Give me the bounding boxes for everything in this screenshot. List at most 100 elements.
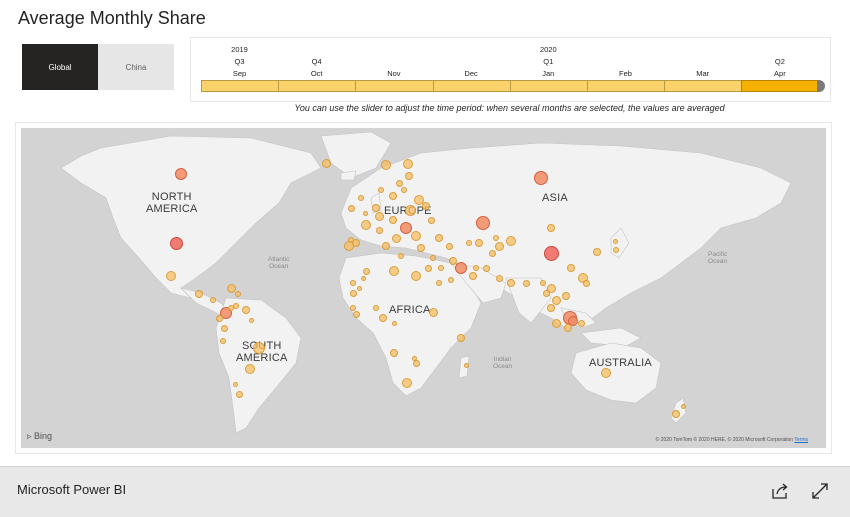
map-bubble[interactable] bbox=[382, 242, 390, 250]
map-bubble[interactable] bbox=[493, 235, 499, 241]
map-bubble[interactable] bbox=[582, 279, 590, 287]
timeline-cell[interactable] bbox=[432, 80, 511, 92]
map-bubble[interactable] bbox=[375, 226, 383, 234]
timeline-slicer[interactable]: 2019 Q3 Sep Q4 Oct Nov Dec 2020 Q1 Jan Feb Mar… bbox=[190, 37, 831, 102]
map-bubble[interactable] bbox=[169, 236, 183, 250]
map-bubble[interactable] bbox=[232, 381, 238, 387]
map-bubble[interactable] bbox=[210, 297, 216, 303]
map-bubble[interactable] bbox=[562, 292, 570, 300]
map-bubble[interactable] bbox=[344, 241, 354, 251]
map-bubble[interactable] bbox=[672, 410, 680, 418]
map-bubble[interactable] bbox=[401, 187, 407, 193]
map-bubble[interactable] bbox=[414, 195, 424, 205]
timeline-column[interactable]: Feb bbox=[587, 44, 664, 80]
map-bubble[interactable] bbox=[427, 216, 435, 224]
map-bubble[interactable] bbox=[404, 204, 416, 216]
map-bubble[interactable] bbox=[522, 279, 530, 287]
map-bubble[interactable] bbox=[463, 362, 469, 368]
map-bubble[interactable] bbox=[226, 283, 236, 293]
timeline-column[interactable]: Nov bbox=[355, 44, 432, 80]
map-bubble[interactable] bbox=[389, 266, 399, 276]
map-bubble[interactable] bbox=[405, 172, 413, 180]
map-bubble[interactable] bbox=[547, 304, 555, 312]
map-bubble[interactable] bbox=[457, 334, 465, 342]
timeline-cell[interactable] bbox=[509, 80, 588, 92]
map-bubble[interactable] bbox=[476, 216, 490, 230]
timeline-column[interactable]: Q4 Oct bbox=[278, 44, 355, 80]
map-bubble[interactable] bbox=[551, 295, 561, 305]
map-bubble[interactable] bbox=[350, 280, 356, 286]
timeline-column[interactable]: Q2 Apr bbox=[741, 44, 818, 80]
map-bubble[interactable] bbox=[494, 241, 504, 251]
map-bubble[interactable] bbox=[546, 283, 556, 293]
map-bubble[interactable] bbox=[403, 159, 413, 169]
segment-global[interactable]: Global bbox=[22, 44, 98, 90]
map-bubble[interactable] bbox=[378, 187, 384, 193]
map-bubble[interactable] bbox=[391, 233, 401, 243]
fullscreen-icon[interactable] bbox=[810, 481, 830, 501]
map-bubble[interactable] bbox=[398, 253, 404, 259]
map-bubble[interactable] bbox=[448, 277, 454, 283]
map-bubble[interactable] bbox=[356, 285, 362, 291]
map-bubble[interactable] bbox=[373, 305, 379, 311]
map-bubble[interactable] bbox=[473, 265, 479, 271]
map-bubble[interactable] bbox=[438, 265, 444, 271]
map-bubble[interactable] bbox=[543, 245, 559, 261]
map-bubble[interactable] bbox=[358, 195, 364, 201]
timeline-cell[interactable] bbox=[278, 80, 357, 92]
map-bubble[interactable] bbox=[379, 314, 387, 322]
timeline-column[interactable]: Mar bbox=[664, 44, 741, 80]
map-bubble[interactable] bbox=[495, 274, 503, 282]
map-bubble[interactable] bbox=[424, 264, 432, 272]
map-bubble[interactable] bbox=[488, 249, 496, 257]
map-bubble[interactable] bbox=[547, 224, 555, 232]
map-bubble[interactable] bbox=[506, 236, 516, 246]
map-bubble[interactable] bbox=[166, 271, 176, 281]
map-bubble[interactable] bbox=[248, 317, 254, 323]
map-bubble[interactable] bbox=[374, 211, 384, 221]
map-bubble[interactable] bbox=[593, 248, 601, 256]
map-bubble[interactable] bbox=[389, 216, 397, 224]
map-bubble[interactable] bbox=[400, 222, 412, 234]
map-bubble[interactable] bbox=[362, 267, 370, 275]
map-bubble[interactable] bbox=[372, 204, 380, 212]
map-bubble[interactable] bbox=[361, 220, 371, 230]
map-bubble[interactable] bbox=[551, 318, 561, 328]
map-bubble[interactable] bbox=[540, 280, 546, 286]
map-bubble[interactable] bbox=[389, 192, 397, 200]
map-bubble[interactable] bbox=[245, 364, 255, 374]
map-bubble[interactable] bbox=[534, 171, 548, 185]
timeline-column[interactable]: 2019 Q3 Sep bbox=[201, 44, 278, 80]
map-bubble[interactable] bbox=[411, 231, 421, 241]
map-bubble[interactable] bbox=[411, 271, 421, 281]
map-bubble[interactable] bbox=[436, 280, 442, 286]
map-bubble[interactable] bbox=[195, 290, 203, 298]
map-bubble[interactable] bbox=[466, 240, 472, 246]
map-bubble[interactable] bbox=[564, 324, 572, 332]
timeline-handle[interactable] bbox=[816, 80, 825, 92]
map-bubble[interactable] bbox=[215, 314, 223, 322]
map-bubble[interactable] bbox=[402, 378, 412, 388]
map-bubble[interactable] bbox=[455, 262, 467, 274]
map-bubble[interactable] bbox=[417, 244, 425, 252]
map-bubble[interactable] bbox=[235, 291, 241, 297]
map-bubble[interactable] bbox=[469, 272, 477, 280]
map-bubble[interactable] bbox=[242, 306, 250, 314]
map-bubble[interactable] bbox=[220, 338, 226, 344]
share-icon[interactable] bbox=[770, 481, 790, 501]
timeline-cell[interactable] bbox=[201, 80, 280, 92]
timeline-column[interactable]: Dec bbox=[433, 44, 510, 80]
map-bubble[interactable] bbox=[542, 289, 550, 297]
map-bubble[interactable] bbox=[391, 320, 397, 326]
map-bubble[interactable] bbox=[449, 257, 457, 265]
map-bubble[interactable] bbox=[381, 160, 391, 170]
map-bubble[interactable] bbox=[253, 342, 265, 354]
terms-link[interactable]: Terms bbox=[794, 437, 808, 443]
map-bubble[interactable] bbox=[613, 247, 619, 253]
map-bubble[interactable] bbox=[390, 349, 398, 357]
segment-china[interactable]: China bbox=[98, 44, 174, 90]
timeline-cell[interactable] bbox=[664, 80, 743, 92]
map-bubble[interactable] bbox=[482, 264, 490, 272]
map-bubble[interactable] bbox=[422, 202, 430, 210]
